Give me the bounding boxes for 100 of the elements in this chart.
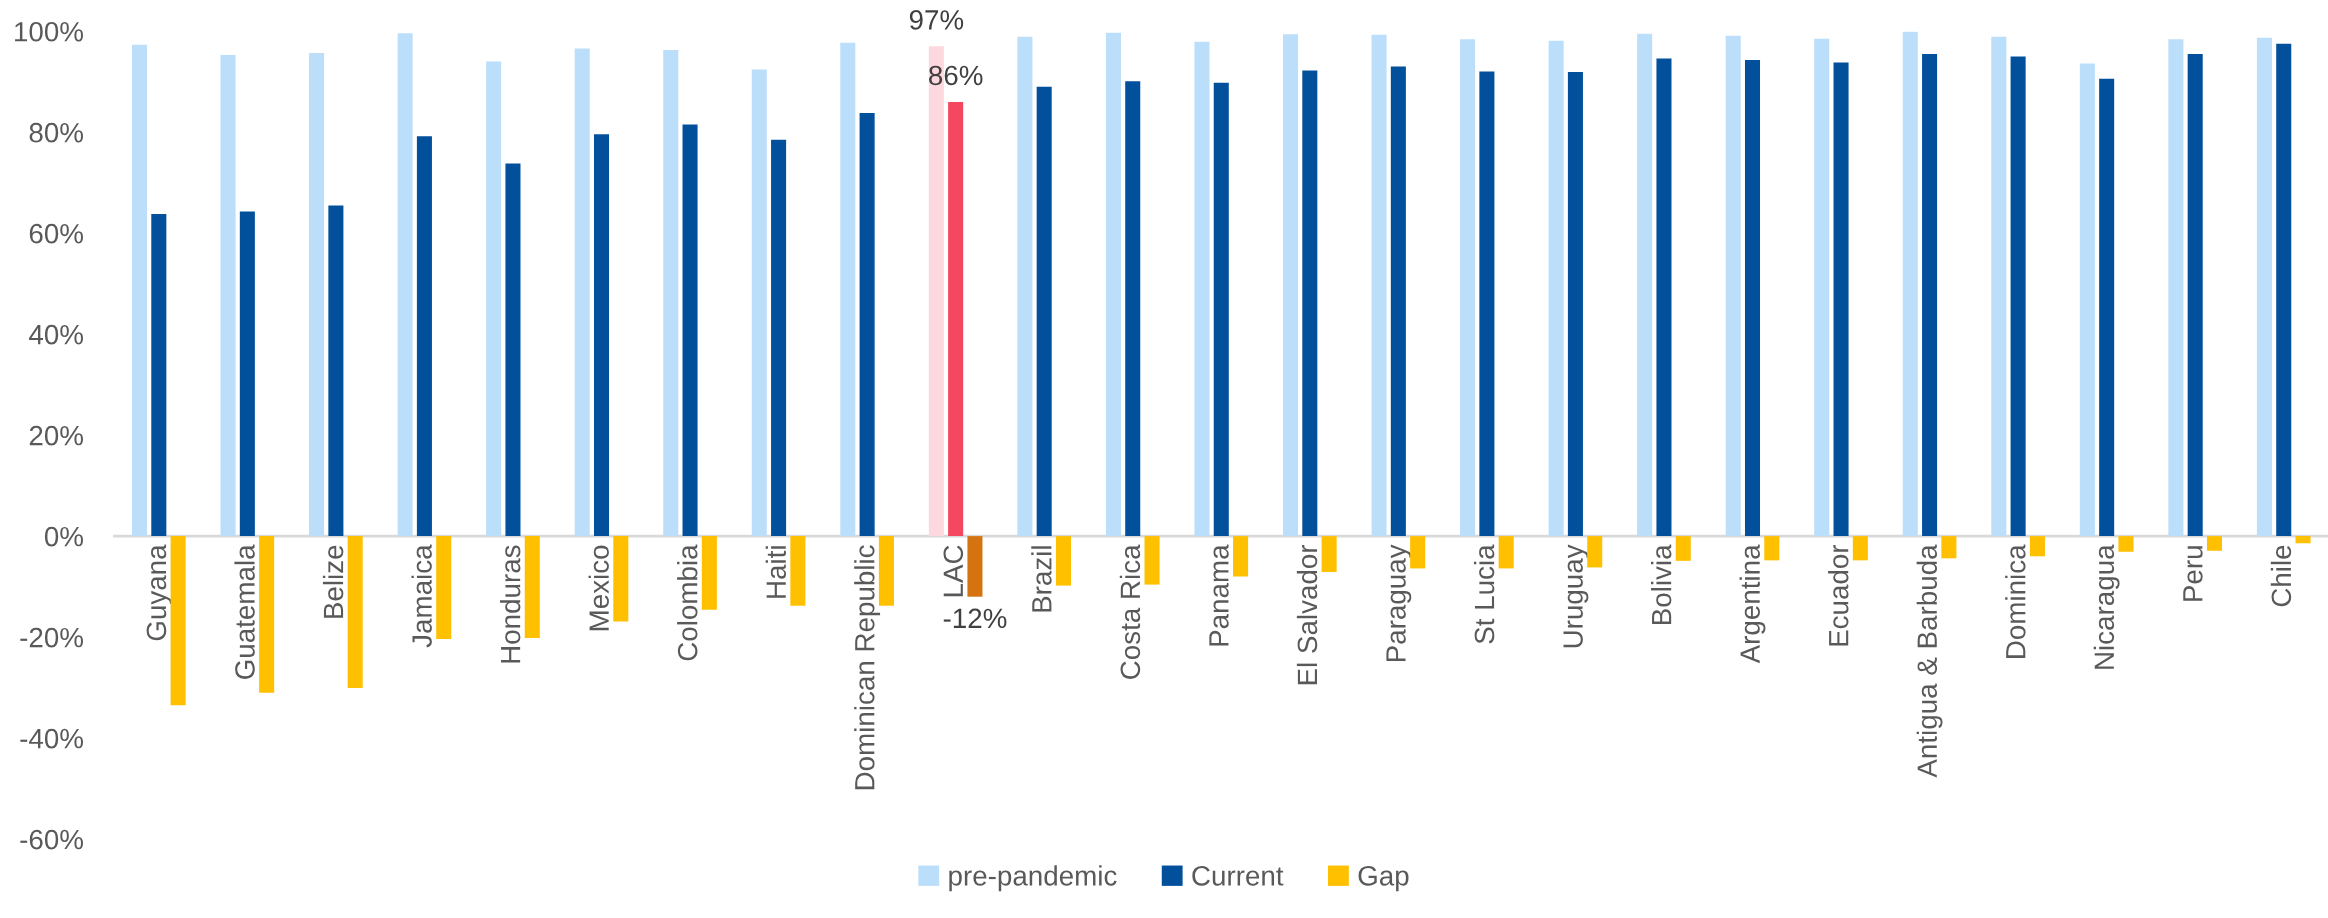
x-tick-label: Uruguay bbox=[1563, 544, 1589, 648]
x-tick-label: Bolivia bbox=[1651, 544, 1672, 624]
y-tick-label: 40% bbox=[29, 324, 83, 345]
y-tick-label: 80% bbox=[29, 122, 83, 143]
bar bbox=[1125, 81, 1141, 537]
bar bbox=[397, 33, 413, 537]
data-label: -12% bbox=[943, 608, 1007, 629]
x-tick-label: Jamaica bbox=[411, 544, 432, 648]
bar bbox=[2187, 53, 2203, 537]
bar bbox=[486, 61, 502, 537]
bar bbox=[967, 536, 983, 597]
bar bbox=[2256, 37, 2272, 537]
bar bbox=[2295, 536, 2311, 544]
bar bbox=[2029, 536, 2045, 557]
bar bbox=[1637, 33, 1653, 537]
bar bbox=[131, 44, 148, 537]
y-tick-label: 0% bbox=[44, 526, 83, 547]
x-tick-label: Guatemala bbox=[234, 544, 255, 679]
bar bbox=[1941, 536, 1957, 559]
y-tick-label: 100% bbox=[15, 21, 83, 42]
x-tick-label: Colombia bbox=[677, 544, 698, 661]
bar bbox=[436, 536, 452, 640]
bar bbox=[309, 52, 325, 537]
bar bbox=[1390, 66, 1406, 537]
bar bbox=[505, 163, 521, 537]
y-tick-label: 60% bbox=[29, 223, 83, 244]
bar bbox=[416, 136, 432, 537]
bar bbox=[1410, 536, 1426, 569]
bar bbox=[2168, 39, 2184, 537]
legend-label: Gap bbox=[1358, 866, 1409, 892]
bar bbox=[1725, 35, 1741, 537]
bar bbox=[574, 48, 590, 537]
bar bbox=[1675, 536, 1691, 561]
bar bbox=[593, 134, 610, 537]
y-tick-label: 20% bbox=[29, 425, 83, 446]
bar bbox=[1814, 38, 1830, 537]
bar bbox=[1233, 536, 1249, 577]
x-tick-label: Antigua & Barbuda bbox=[1916, 544, 1943, 778]
bar bbox=[1498, 536, 1514, 569]
x-tick-label: Ecuador bbox=[1828, 544, 1849, 646]
bar bbox=[1744, 59, 1761, 537]
bar bbox=[1587, 536, 1603, 568]
bar bbox=[840, 42, 856, 537]
bar bbox=[1567, 72, 1583, 537]
bar bbox=[1213, 82, 1229, 537]
x-tick-label: St Lucia bbox=[1473, 544, 1495, 644]
bar bbox=[1105, 32, 1121, 537]
x-tick-label: Argentina bbox=[1739, 544, 1766, 664]
bar bbox=[151, 213, 167, 537]
data-label: 97% bbox=[909, 10, 964, 30]
bar bbox=[701, 536, 717, 610]
bar bbox=[1764, 536, 1780, 561]
x-tick-label: Guyana bbox=[146, 544, 172, 641]
bar bbox=[1548, 40, 1564, 537]
x-tick-label: Paraguay bbox=[1386, 544, 1412, 662]
data-label: 86% bbox=[929, 65, 983, 86]
bar bbox=[220, 54, 236, 537]
bar bbox=[682, 124, 698, 537]
bar bbox=[2276, 43, 2292, 537]
bar bbox=[2010, 56, 2026, 537]
bar bbox=[663, 49, 679, 537]
legend-label: pre-pandemic bbox=[949, 865, 1117, 892]
bar bbox=[2099, 78, 2115, 537]
bar bbox=[1479, 71, 1495, 537]
x-tick-label: Honduras bbox=[500, 545, 521, 663]
bar bbox=[1460, 39, 1476, 537]
bar bbox=[1321, 536, 1337, 572]
x-tick-label: Panama bbox=[1209, 544, 1229, 646]
legend-label: Current bbox=[1192, 866, 1284, 886]
bar bbox=[2079, 63, 2095, 537]
bar bbox=[613, 536, 629, 622]
x-tick-label: Dominica bbox=[2005, 544, 2026, 658]
y-tick-label: -20% bbox=[20, 627, 83, 648]
x-tick-label: El Salvador bbox=[1296, 544, 1318, 685]
x-tick-label: Dominican Republic bbox=[854, 545, 881, 790]
bar bbox=[1144, 536, 1160, 585]
x-tick-label: Chile bbox=[2270, 545, 2292, 607]
bar bbox=[1194, 41, 1210, 537]
bar bbox=[2206, 536, 2223, 551]
bar bbox=[328, 205, 344, 537]
bar bbox=[1017, 36, 1033, 537]
x-tick-label: Peru bbox=[2183, 546, 2203, 601]
bar bbox=[1055, 536, 1072, 586]
bar bbox=[1902, 31, 1918, 537]
x-tick-label: LAC bbox=[943, 545, 964, 597]
bar bbox=[859, 113, 875, 537]
x-tick-label: Mexico bbox=[588, 545, 609, 631]
bar bbox=[1922, 53, 1938, 537]
y-tick-label: -60% bbox=[20, 829, 83, 850]
bar bbox=[751, 69, 767, 537]
x-tick-label: Costa Rica bbox=[1119, 544, 1141, 679]
bar bbox=[771, 139, 787, 537]
bar bbox=[347, 536, 363, 689]
bar bbox=[1656, 58, 1672, 537]
bar bbox=[524, 536, 540, 639]
bar bbox=[1036, 86, 1052, 537]
bar bbox=[948, 101, 964, 537]
x-tick-label: Brazil bbox=[1031, 546, 1052, 612]
bar bbox=[259, 536, 275, 693]
bar bbox=[239, 211, 255, 537]
